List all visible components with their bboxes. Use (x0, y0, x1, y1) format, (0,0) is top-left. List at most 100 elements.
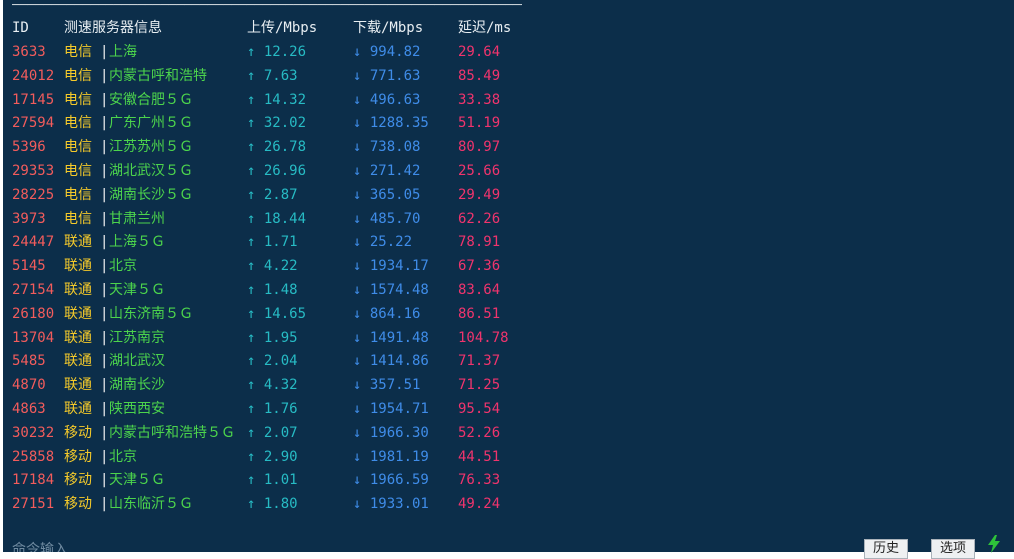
row-id: 26180 (12, 305, 55, 322)
row-latency: 52.26 (458, 424, 501, 441)
row-isp: 联通 (64, 258, 92, 275)
row-location: 甘肃兰州 (109, 210, 165, 227)
row-download: ↓ 485.70 (353, 210, 421, 227)
row-id: 27594 (12, 115, 55, 132)
header-id: ID (12, 20, 29, 36)
row-latency: 67.36 (458, 258, 501, 275)
row-upload: ↑ 2.90 (247, 448, 298, 465)
row-latency: 85.49 (458, 67, 501, 84)
row-download: ↓ 1414.86 (353, 353, 429, 370)
row-upload: ↑ 26.96 (247, 163, 307, 179)
row-location: 北京 (109, 448, 137, 465)
row-id: 27151 (12, 496, 55, 513)
row-latency: 62.26 (458, 210, 501, 227)
table-row: 5145 联通 | 北京 ↑ 4.22 ↓ 1934.17 67.36 (3, 254, 603, 278)
row-separator: | (100, 186, 109, 203)
row-latency: 29.64 (458, 44, 501, 60)
row-location: 陕西西安 (109, 401, 165, 417)
row-id: 29353 (12, 163, 55, 179)
row-id: 30232 (12, 424, 55, 441)
row-separator: | (100, 401, 109, 417)
row-id: 5145 (12, 258, 46, 275)
row-latency: 44.51 (458, 448, 501, 465)
row-latency: 104.78 (458, 329, 509, 346)
row-latency: 33.38 (458, 91, 501, 108)
row-isp: 移动 (64, 448, 92, 465)
row-isp: 联通 (64, 329, 92, 346)
row-latency: 51.19 (458, 115, 501, 132)
row-isp: 电信 (64, 163, 92, 179)
row-id: 24447 (12, 234, 55, 251)
row-upload: ↑ 1.01 (247, 472, 298, 489)
row-download: ↓ 738.08 (353, 139, 421, 156)
table-row: 5485 联通 | 湖北武汉 ↑ 2.04 ↓ 1414.86 71.37 (3, 349, 603, 373)
row-isp: 电信 (64, 67, 92, 84)
row-download: ↓ 271.42 (353, 163, 421, 179)
row-upload: ↑ 4.32 (247, 377, 298, 394)
row-isp: 联通 (64, 353, 92, 370)
row-latency: 78.91 (458, 234, 501, 251)
row-download: ↓ 1934.17 (353, 258, 429, 275)
row-latency: 95.54 (458, 401, 501, 417)
row-separator: | (100, 115, 109, 132)
row-download: ↓ 1491.48 (353, 329, 429, 346)
row-upload: ↑ 1.71 (247, 234, 298, 251)
row-id: 24012 (12, 67, 55, 84)
terminal-output: ────────────────────────────────────────… (3, 0, 1014, 552)
row-separator: | (100, 139, 109, 156)
table-row: 27594 电信 | 广东广州５Ｇ ↑ 32.02 ↓ 1288.35 51.19 (3, 111, 603, 135)
table-row: 24447 联通 | 上海５Ｇ ↑ 1.71 ↓ 25.22 78.91 (3, 230, 603, 254)
row-location: 天津５Ｇ (109, 472, 165, 489)
table-header: ID 测速服务器信息 上传/Mbps 下载/Mbps 延迟/ms (3, 16, 603, 40)
row-isp: 电信 (64, 210, 92, 227)
row-latency: 76.33 (458, 472, 501, 489)
row-location: 上海 (109, 44, 137, 60)
row-isp: 电信 (64, 186, 92, 203)
row-isp: 联通 (64, 234, 92, 251)
row-isp: 电信 (64, 115, 92, 132)
row-id: 13704 (12, 329, 55, 346)
header-latency: 延迟/ms (458, 20, 512, 36)
row-location: 上海５Ｇ (109, 234, 165, 251)
row-id: 4870 (12, 377, 46, 394)
row-separator: | (100, 424, 109, 441)
row-id: 17145 (12, 91, 55, 108)
table-row: 17184 移动 | 天津５Ｇ ↑ 1.01 ↓ 1966.59 76.33 (3, 468, 603, 492)
row-upload: ↑ 2.04 (247, 353, 298, 370)
row-latency: 83.64 (458, 282, 501, 298)
row-upload: ↑ 1.80 (247, 496, 298, 513)
header-download: 下载/Mbps (353, 20, 424, 36)
row-location: 广东广州５Ｇ (109, 115, 193, 132)
row-download: ↓ 1966.30 (353, 424, 429, 441)
row-download: ↓ 1981.19 (353, 448, 429, 465)
row-separator: | (100, 44, 109, 60)
row-latency: 29.49 (458, 186, 501, 203)
table-row: 3633 电信 | 上海 ↑ 12.26 ↓ 994.82 29.64 (3, 40, 603, 64)
row-isp: 联通 (64, 377, 92, 394)
command-input-placeholder[interactable]: 命令输入 (12, 542, 68, 552)
header-server-info: 测速服务器信息 (64, 20, 162, 36)
row-separator: | (100, 448, 109, 465)
history-button[interactable]: 历史 (864, 539, 909, 559)
row-isp: 电信 (64, 91, 92, 108)
row-id: 28225 (12, 186, 55, 203)
row-location: 北京 (109, 258, 137, 275)
options-button[interactable]: 选项 (931, 539, 976, 559)
row-id: 3973 (12, 210, 46, 227)
row-upload: ↑ 32.02 (247, 115, 307, 132)
table-row: 30232 移动 | 内蒙古呼和浩特５Ｇ ↑ 2.07 ↓ 1966.30 52.26 (3, 421, 603, 445)
row-download: ↓ 1954.71 (353, 401, 429, 417)
header-upload: 上传/Mbps (247, 20, 318, 36)
row-location: 江苏南京 (109, 329, 165, 346)
row-download: ↓ 1288.35 (353, 115, 429, 132)
row-location: 内蒙古呼和浩特５Ｇ (109, 424, 235, 441)
row-separator: | (100, 67, 109, 84)
row-download: ↓ 1574.48 (353, 282, 429, 298)
row-download: ↓ 1966.59 (353, 472, 429, 489)
row-isp: 联通 (64, 282, 92, 298)
row-latency: 25.66 (458, 163, 501, 179)
row-separator: | (100, 210, 109, 227)
table-row: 26180 联通 | 山东济南５Ｇ ↑ 14.65 ↓ 864.16 86.51 (3, 302, 603, 326)
row-id: 3633 (12, 44, 46, 60)
row-isp: 联通 (64, 401, 92, 417)
